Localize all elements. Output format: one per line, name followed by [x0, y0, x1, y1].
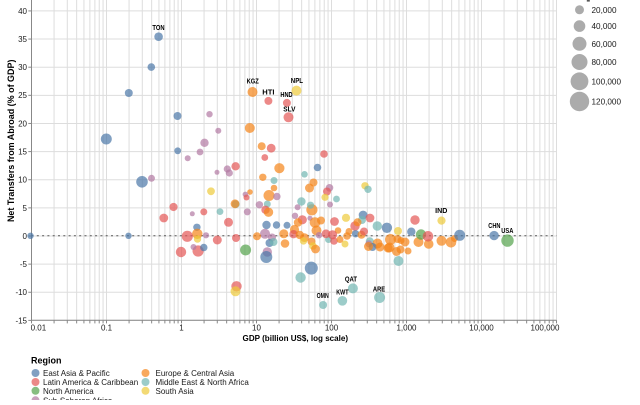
- svg-text:100: 100: [325, 324, 339, 333]
- svg-text:Sub-Saharan Africa: Sub-Saharan Africa: [43, 396, 113, 400]
- svg-text:40: 40: [18, 7, 27, 16]
- svg-text:KGZ: KGZ: [247, 79, 260, 86]
- svg-text:20,000: 20,000: [592, 5, 617, 15]
- svg-text:10: 10: [252, 324, 261, 333]
- svg-text:0: 0: [23, 232, 28, 241]
- svg-text:10,000: 10,000: [469, 324, 494, 333]
- svg-text:HND: HND: [280, 92, 292, 99]
- svg-text:Latin America & Caribbean: Latin America & Caribbean: [43, 378, 138, 387]
- svg-text:80,000: 80,000: [592, 57, 617, 67]
- svg-text:15: 15: [18, 148, 27, 157]
- svg-text:SLV: SLV: [283, 106, 295, 113]
- svg-text:Europe & Central Asia: Europe & Central Asia: [156, 369, 235, 378]
- svg-text:South Asia: South Asia: [156, 387, 195, 396]
- svg-text:100,000: 100,000: [592, 76, 622, 86]
- svg-text:-10: -10: [15, 288, 27, 297]
- svg-text:Net Transfers from Abroad (% o: Net Transfers from Abroad (% of GDP): [6, 60, 16, 223]
- svg-text:5: 5: [23, 204, 28, 213]
- svg-text:1,000: 1,000: [396, 324, 417, 333]
- svg-text:10: 10: [18, 176, 27, 185]
- svg-text:-15: -15: [15, 316, 27, 325]
- svg-text:ARE: ARE: [373, 286, 385, 293]
- svg-text:100,000: 100,000: [531, 324, 560, 333]
- svg-text:35: 35: [18, 35, 27, 44]
- svg-text:USA: USA: [501, 228, 513, 235]
- svg-text:NPL: NPL: [291, 78, 304, 85]
- svg-text:Region: Region: [31, 355, 62, 365]
- svg-text:Middle East & North Africa: Middle East & North Africa: [156, 378, 250, 387]
- svg-text:0.1: 0.1: [101, 324, 113, 333]
- svg-text:QAT: QAT: [345, 277, 358, 284]
- svg-text:TON: TON: [152, 25, 164, 32]
- svg-text:GDP (billion US$, log scale): GDP (billion US$, log scale): [243, 333, 349, 343]
- svg-text:North America: North America: [43, 387, 94, 396]
- svg-text:1: 1: [179, 324, 184, 333]
- svg-text:KWT: KWT: [336, 289, 349, 296]
- svg-text:East Asia & Pacific: East Asia & Pacific: [43, 369, 110, 378]
- svg-text:120,000: 120,000: [592, 97, 622, 107]
- svg-text:60,000: 60,000: [592, 39, 617, 49]
- svg-text:30: 30: [18, 63, 27, 72]
- svg-text:CHN: CHN: [488, 223, 500, 230]
- svg-text:0.01: 0.01: [31, 324, 47, 333]
- svg-text:40,000: 40,000: [592, 21, 617, 31]
- svg-text:25: 25: [18, 91, 27, 100]
- svg-text:20: 20: [18, 119, 27, 128]
- svg-text:-5: -5: [20, 260, 28, 269]
- svg-text:OMN: OMN: [317, 293, 329, 300]
- svg-text:IND: IND: [435, 208, 447, 215]
- svg-text:HTI: HTI: [262, 89, 274, 96]
